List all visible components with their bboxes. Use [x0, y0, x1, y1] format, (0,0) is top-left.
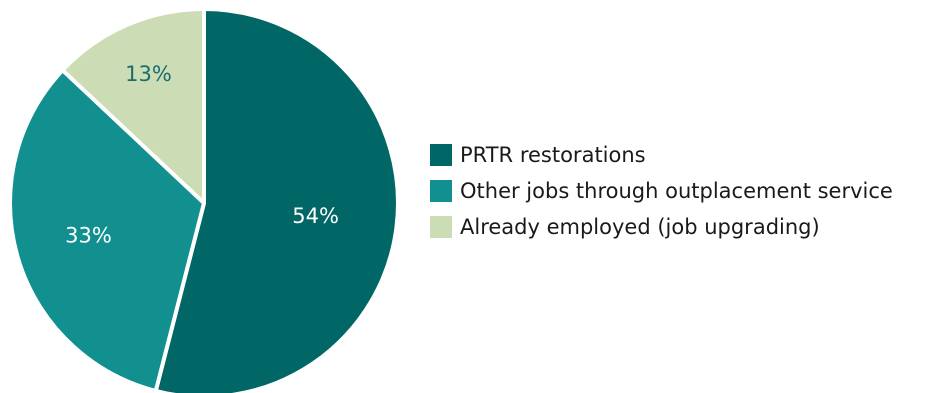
pie-chart: 54% 33% 13% [8, 7, 400, 393]
pie-slice-prtr-restorations [153, 7, 400, 393]
legend-item-prtr-restorations: PRTR restorations [430, 140, 893, 170]
legend-label-already-employed: Already employed (job upgrading) [460, 215, 820, 239]
legend-swatch-already-employed [430, 216, 452, 238]
slice-label-54-percent: 54% [292, 204, 339, 228]
pie-slice-other-jobs-through-outplacement-service [8, 68, 206, 393]
legend: PRTR restorations Other jobs through out… [430, 140, 893, 242]
pie-slices [8, 7, 400, 393]
legend-item-other-jobs: Other jobs through outplacement service [430, 176, 893, 206]
pie-labels: 54% 33% 13% [65, 62, 339, 248]
pie-slice-already-employed-job-upgrading [60, 7, 206, 205]
slice-label-13-percent: 13% [125, 62, 172, 86]
slice-label-33-percent: 33% [65, 224, 112, 248]
legend-label-prtr-restorations: PRTR restorations [460, 143, 646, 167]
legend-item-already-employed: Already employed (job upgrading) [430, 212, 893, 242]
legend-swatch-prtr-restorations [430, 144, 452, 166]
legend-swatch-other-jobs [430, 180, 452, 202]
legend-label-other-jobs: Other jobs through outplacement service [460, 179, 893, 203]
